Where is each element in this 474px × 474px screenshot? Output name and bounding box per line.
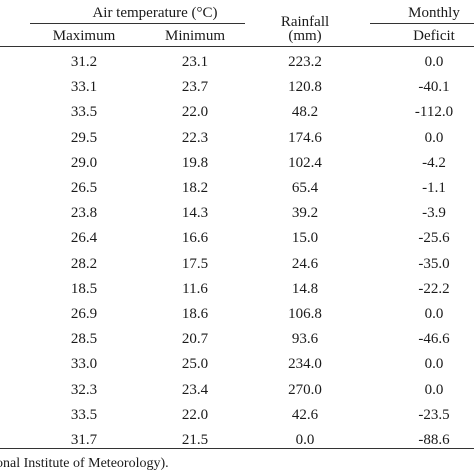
cell-minimum: 11.6: [182, 280, 208, 297]
cell-minimum: 21.5: [181, 432, 209, 448]
cell-rainfall: 93.6: [291, 331, 319, 348]
cell-deficit: 0.0: [424, 129, 444, 146]
table-footnote: onal Institute of Meteorology).: [0, 456, 169, 471]
header-rainfall: Rainfall: [280, 14, 330, 30]
cell-rainfall: 106.8: [288, 306, 322, 322]
cell-deficit: -40.1: [418, 79, 450, 96]
cell-maximum: 29.5: [70, 129, 98, 146]
cell-maximum: 18.5: [70, 280, 98, 297]
header-maximum: Maximum: [52, 28, 116, 44]
cell-rainfall: 120.8: [288, 79, 322, 96]
cell-rainfall: 234.0: [288, 356, 322, 373]
cell-deficit: -3.9: [422, 205, 446, 222]
cell-maximum: 33.5: [70, 406, 98, 423]
cell-minimum: 23.1: [181, 54, 209, 70]
cell-minimum: 14.3: [181, 205, 209, 222]
cell-minimum: 20.7: [181, 331, 209, 348]
cell-maximum: 33.1: [70, 79, 98, 96]
cell-minimum: 23.7: [181, 79, 209, 96]
cell-maximum: 33.5: [70, 104, 98, 121]
cell-minimum: 18.2: [181, 180, 209, 196]
header-rule-air-temperature: [30, 23, 245, 24]
cell-rainfall: 42.6: [291, 406, 319, 423]
cell-rainfall: 15.0: [291, 230, 319, 247]
header-deficit: Deficit: [413, 28, 455, 44]
cell-deficit: -1.1: [422, 180, 446, 196]
table-bottom-rule: [0, 448, 474, 449]
cell-maximum: 31.2: [70, 54, 98, 70]
header-monthly: Monthly: [408, 5, 460, 21]
cell-maximum: 26.4: [70, 230, 98, 247]
cell-rainfall: 65.4: [291, 180, 319, 196]
cell-rainfall: 0.0: [295, 432, 315, 448]
header-rainfall-unit: (mm): [288, 28, 322, 44]
header-rule-bottom: [0, 46, 474, 47]
header-rule-monthly: [370, 23, 474, 24]
cell-minimum: 18.6: [181, 306, 209, 322]
cell-maximum: 29.0: [70, 154, 98, 171]
cell-minimum: 25.0: [181, 356, 209, 373]
cell-maximum: 33.0: [70, 356, 98, 373]
cell-minimum: 17.5: [181, 255, 209, 272]
cell-rainfall: 223.2: [288, 54, 322, 70]
cell-rainfall: 102.4: [288, 154, 322, 171]
cell-maximum: 26.5: [70, 180, 98, 196]
cell-rainfall: 48.2: [291, 104, 319, 121]
cell-deficit: -23.5: [418, 406, 450, 423]
cell-deficit: 0.0: [424, 356, 444, 373]
cell-minimum: 23.4: [181, 381, 209, 398]
cell-deficit: -46.6: [418, 331, 450, 348]
cell-minimum: 19.8: [181, 154, 209, 171]
cell-maximum: 32.3: [70, 381, 98, 398]
cell-maximum: 31.7: [70, 432, 98, 448]
cell-deficit: -22.2: [418, 280, 450, 297]
cell-deficit: -88.6: [418, 432, 450, 448]
header-air-temperature: Air temperature (°C): [92, 5, 218, 21]
cell-minimum: 22.0: [181, 406, 209, 423]
cell-rainfall: 39.2: [291, 205, 319, 222]
cell-deficit: -25.6: [418, 230, 450, 247]
cell-maximum: 28.2: [70, 255, 98, 272]
cell-maximum: 26.9: [70, 306, 98, 322]
cell-rainfall: 270.0: [288, 381, 322, 398]
cell-deficit: -4.2: [422, 154, 446, 171]
cell-maximum: 28.5: [70, 331, 98, 348]
cell-rainfall: 24.6: [291, 255, 319, 272]
cell-maximum: 23.8: [70, 205, 98, 222]
cell-deficit: 0.0: [424, 306, 444, 322]
cell-minimum: 22.3: [181, 129, 209, 146]
cell-deficit: -112.0: [414, 104, 454, 121]
cell-rainfall: 14.8: [291, 280, 319, 297]
cell-minimum: 16.6: [181, 230, 209, 247]
cell-rainfall: 174.6: [288, 129, 322, 146]
header-minimum: Minimum: [164, 28, 226, 44]
cell-deficit: 0.0: [424, 381, 444, 398]
cell-deficit: 0.0: [424, 54, 444, 70]
cell-minimum: 22.0: [181, 104, 209, 121]
cell-deficit: -35.0: [418, 255, 450, 272]
